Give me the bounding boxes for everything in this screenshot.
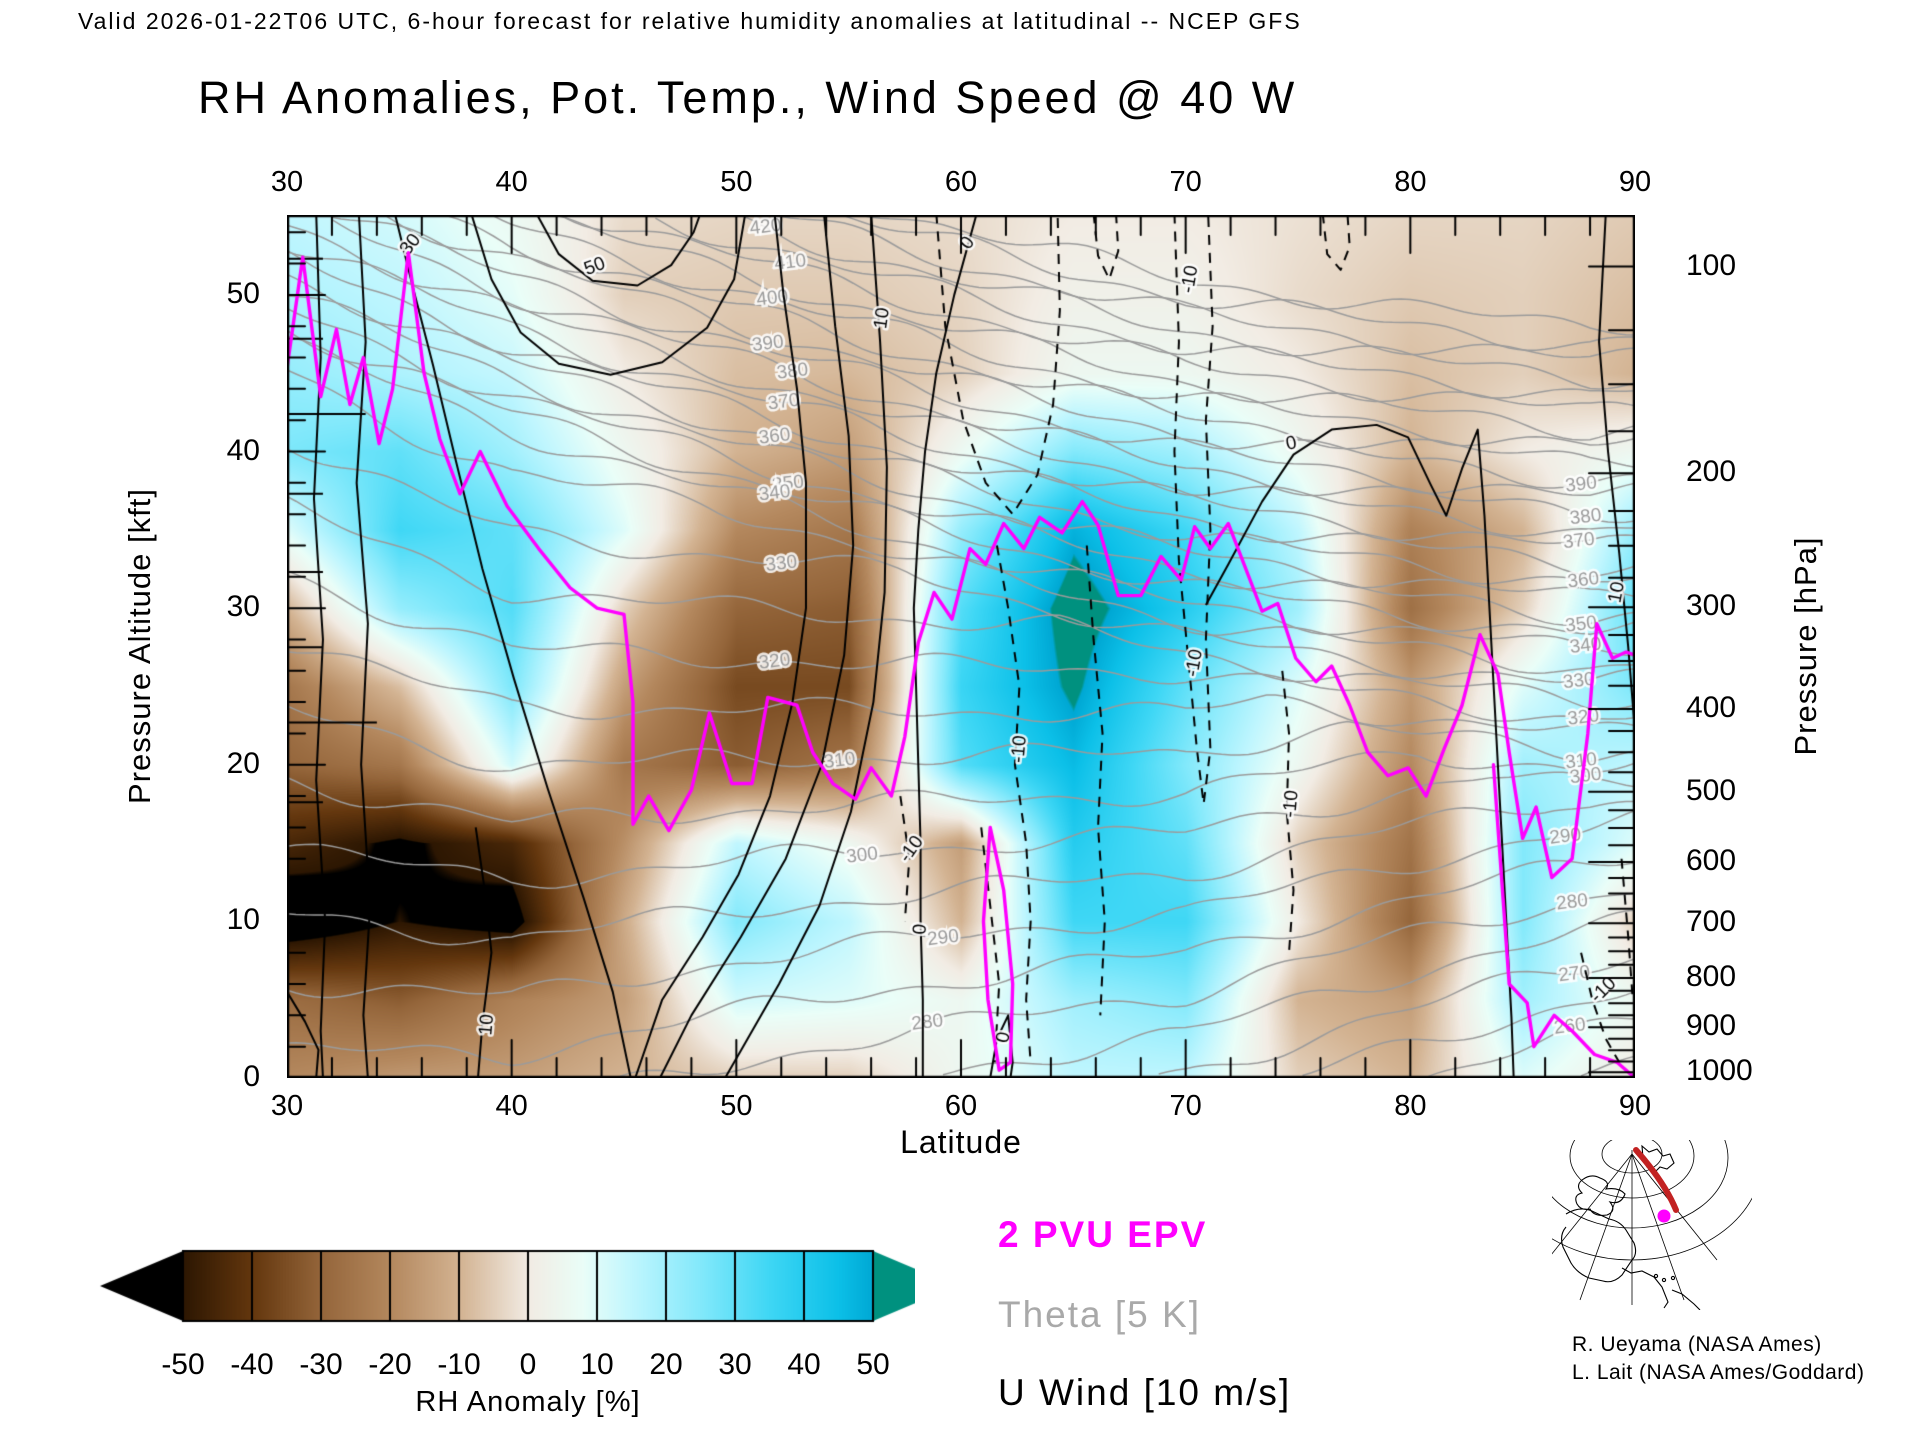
tick-label: 70 — [1169, 166, 1202, 198]
tick-label: 50 — [720, 1090, 753, 1122]
tick-label: 30 — [718, 1348, 752, 1381]
tick-label: 50 — [856, 1348, 890, 1381]
tick-label: -10 — [437, 1348, 481, 1381]
tick-label: 40 — [495, 166, 528, 198]
tick-label: 30 — [270, 166, 304, 198]
tick-label: 50 — [720, 166, 753, 198]
tick-label: 60 — [944, 166, 978, 198]
legend-pv-line: 2 PVU EPV — [998, 1214, 1208, 1255]
legend-uwind: U Wind [10 m/s] — [998, 1372, 1292, 1413]
colorbar-caption: RH Anomaly [%] — [415, 1386, 641, 1418]
tick-label: 70 — [1169, 1090, 1202, 1122]
tick-label: -40 — [230, 1348, 274, 1381]
tick-label: 200 — [1686, 455, 1737, 489]
left-axis-title: Pressure Altitude [kft] — [122, 488, 157, 804]
tick-label: 10 — [580, 1348, 614, 1381]
bottom-axis-title: Latitude — [900, 1124, 1022, 1160]
tick-label: 0 — [519, 1348, 537, 1381]
tick-label: 300 — [1686, 589, 1737, 623]
tick-label: 40 — [495, 1090, 528, 1122]
tick-label: 600 — [1686, 843, 1737, 877]
tick-label: 40 — [787, 1348, 821, 1381]
tick-label: 1000 — [1686, 1054, 1753, 1088]
map-inset — [1552, 1140, 1752, 1310]
tick-label: -30 — [299, 1348, 343, 1381]
tick-label: 400 — [1686, 690, 1737, 724]
credit-line-1: R. Ueyama (NASA Ames) — [1572, 1333, 1822, 1356]
tick-label: 40 — [226, 433, 260, 467]
tick-label: 900 — [1686, 1009, 1737, 1043]
tick-label: 10 — [226, 903, 260, 937]
tick-label: 20 — [226, 746, 260, 780]
section-line — [1633, 1147, 1679, 1213]
tick-label: 800 — [1686, 959, 1737, 993]
cross-section-plot — [287, 215, 1635, 1078]
tick-label: 700 — [1686, 905, 1737, 939]
right-axis-title: Pressure [hPa] — [1788, 536, 1823, 756]
tick-label: 80 — [1394, 166, 1427, 198]
figure-title: RH Anomalies, Pot. Temp., Wind Speed @ 4… — [198, 72, 1298, 123]
tick-label: -20 — [368, 1348, 412, 1381]
tick-label: -50 — [161, 1348, 205, 1381]
tick-label: 100 — [1686, 248, 1737, 282]
colorbar — [85, 1248, 915, 1328]
tick-label: 80 — [1394, 1090, 1427, 1122]
tick-label: 20 — [649, 1348, 683, 1381]
section-point — [1657, 1209, 1671, 1223]
tick-label: 30 — [270, 1090, 304, 1122]
tick-label: 0 — [243, 1060, 260, 1093]
tick-label: 30 — [226, 590, 260, 624]
credit-line-2: L. Lait (NASA Ames/Goddard) — [1572, 1361, 1865, 1384]
tick-label: 90 — [1618, 1090, 1652, 1122]
tick-label: 90 — [1618, 166, 1652, 198]
tick-label: 50 — [226, 276, 260, 310]
legend-theta: Theta [5 K] — [998, 1294, 1201, 1335]
tick-label: 500 — [1686, 773, 1737, 807]
tick-label: 60 — [944, 1090, 978, 1122]
validity-header: Valid 2026-01-22T06 UTC, 6-hour forecast… — [78, 8, 1302, 34]
